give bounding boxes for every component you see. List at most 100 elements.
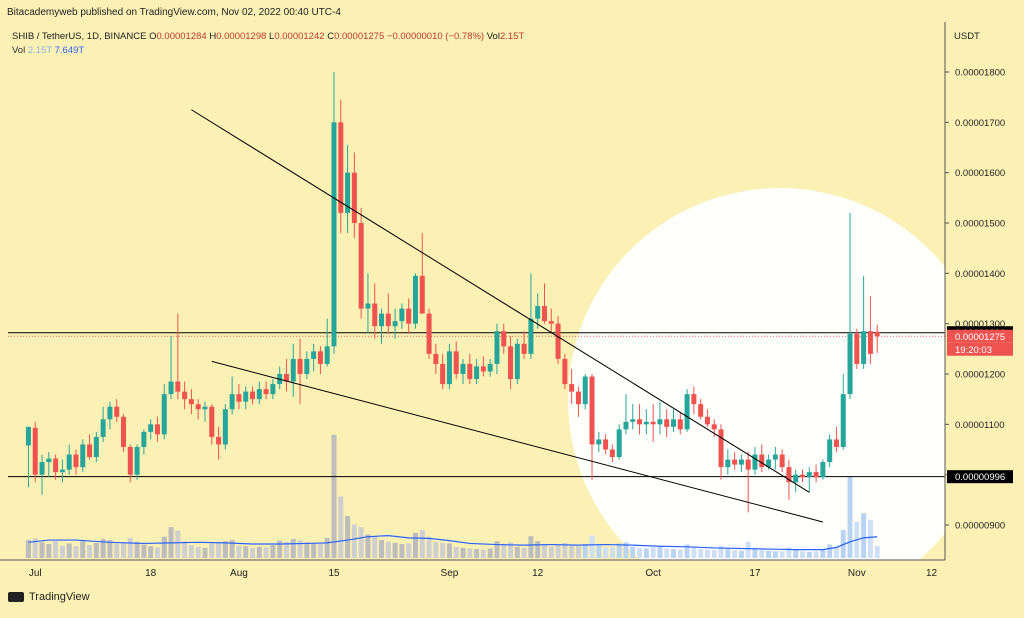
- price-label-text: 0.00001275: [955, 332, 1005, 343]
- volume-bar: [745, 541, 751, 558]
- footer-brand[interactable]: TradingView: [8, 591, 90, 603]
- volume-bar: [283, 541, 289, 558]
- volume-bar: [793, 549, 799, 558]
- close-label: C: [327, 31, 335, 42]
- trendline: [211, 360, 824, 523]
- candle-body: [827, 439, 833, 463]
- volume-bar: [209, 543, 215, 558]
- candle-body: [575, 391, 581, 405]
- candle-body: [494, 331, 500, 364]
- candle-body: [535, 306, 541, 319]
- volume-bar: [263, 547, 269, 558]
- volume-bar: [32, 538, 38, 558]
- volume-bar: [134, 541, 140, 558]
- volume-bar: [66, 543, 72, 558]
- candle-body: [433, 353, 439, 364]
- volume-bar: [297, 540, 303, 558]
- candle-body: [487, 363, 493, 372]
- candle-body: [324, 346, 330, 364]
- volume-bar: [548, 546, 554, 558]
- candle-body: [772, 454, 778, 460]
- candle-body: [46, 458, 52, 463]
- candle-body: [229, 394, 235, 410]
- candle-body: [616, 429, 622, 458]
- volume-bar: [643, 548, 649, 558]
- volume-bar: [426, 536, 432, 558]
- candle-body: [541, 306, 547, 322]
- candle-body: [759, 454, 765, 468]
- volume-bar: [154, 547, 160, 558]
- volume-bar: [39, 542, 45, 558]
- candle-body: [480, 366, 486, 372]
- candle-body: [406, 308, 412, 324]
- x-tick-label: Sep: [441, 568, 459, 579]
- volume-bar: [664, 548, 670, 558]
- volume-bar: [87, 545, 93, 558]
- volume-bar: [616, 543, 622, 558]
- volume-bar: [229, 540, 235, 558]
- volume-bar: [141, 544, 147, 558]
- volume-bar: [114, 543, 120, 558]
- candle-body: [569, 384, 575, 392]
- candle-body: [854, 333, 860, 364]
- volume-bar: [399, 544, 405, 558]
- volume-bar: [236, 545, 242, 558]
- candle-body: [283, 374, 289, 382]
- vol-value: 2.15T: [499, 31, 525, 42]
- volume-bar: [412, 532, 418, 558]
- candle-body: [766, 459, 772, 468]
- volume-legend: Vol 2.15T 7.649T: [12, 45, 84, 56]
- candle-body: [677, 419, 683, 430]
- open-value: 0.00001284: [156, 31, 207, 42]
- candle-body: [800, 474, 806, 478]
- volume-bar: [182, 541, 188, 558]
- candle-body: [161, 394, 167, 435]
- volume-bar: [385, 541, 391, 558]
- x-tick-label: Jul: [29, 568, 42, 579]
- candle-body: [66, 454, 72, 470]
- published-line: Bitacademyweb published on TradingView.c…: [7, 7, 341, 18]
- volume-bar: [637, 547, 643, 558]
- vol-label: Vol: [486, 31, 500, 42]
- volume-bar: [59, 545, 65, 558]
- volume-bar: [256, 546, 262, 558]
- volume-bar: [603, 547, 609, 558]
- volume-bar: [73, 546, 79, 558]
- volume-bar: [175, 530, 181, 558]
- volume-bar: [127, 537, 133, 558]
- candle-body: [514, 343, 520, 380]
- candle-body: [148, 424, 154, 432]
- candle-body: [738, 459, 744, 465]
- candle-body: [141, 431, 147, 447]
- volume-bar: [562, 542, 568, 558]
- candle-body: [338, 122, 344, 213]
- brand-name: TradingView: [29, 591, 90, 603]
- volume-bar: [589, 535, 595, 558]
- candle-body: [317, 351, 323, 364]
- price-label-text: 19:20:03: [955, 345, 992, 356]
- symbol-label[interactable]: SHIB / TetherUS, 1D, BINANCE: [12, 31, 147, 42]
- candle-body: [182, 391, 188, 400]
- tradingview-logo-icon: [8, 592, 24, 602]
- candle-body: [867, 331, 873, 354]
- candle-body: [379, 313, 385, 327]
- candle-body: [833, 439, 839, 447]
- candle-body: [419, 275, 425, 314]
- highlight-circle: [568, 188, 945, 560]
- volume-bar: [867, 519, 873, 558]
- candle-body: [412, 275, 418, 324]
- candle-body: [107, 406, 113, 420]
- candle-body: [467, 363, 473, 380]
- volume-bar: [582, 544, 588, 558]
- y-tick-label: 0.00001800: [955, 68, 1005, 79]
- volume-bar: [474, 549, 480, 558]
- volume-bar: [338, 496, 344, 558]
- low-value: 0.00001242: [274, 31, 325, 42]
- volume-bar: [304, 542, 310, 558]
- candle-body: [87, 444, 93, 458]
- close-value: 0.00001275: [334, 31, 385, 42]
- candle-body: [73, 454, 79, 468]
- candle-body: [222, 409, 228, 445]
- candle-body: [121, 416, 127, 447]
